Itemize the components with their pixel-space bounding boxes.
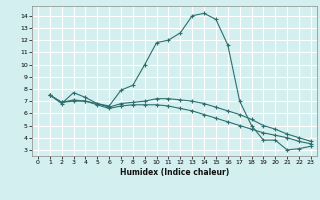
X-axis label: Humidex (Indice chaleur): Humidex (Indice chaleur)	[120, 168, 229, 177]
